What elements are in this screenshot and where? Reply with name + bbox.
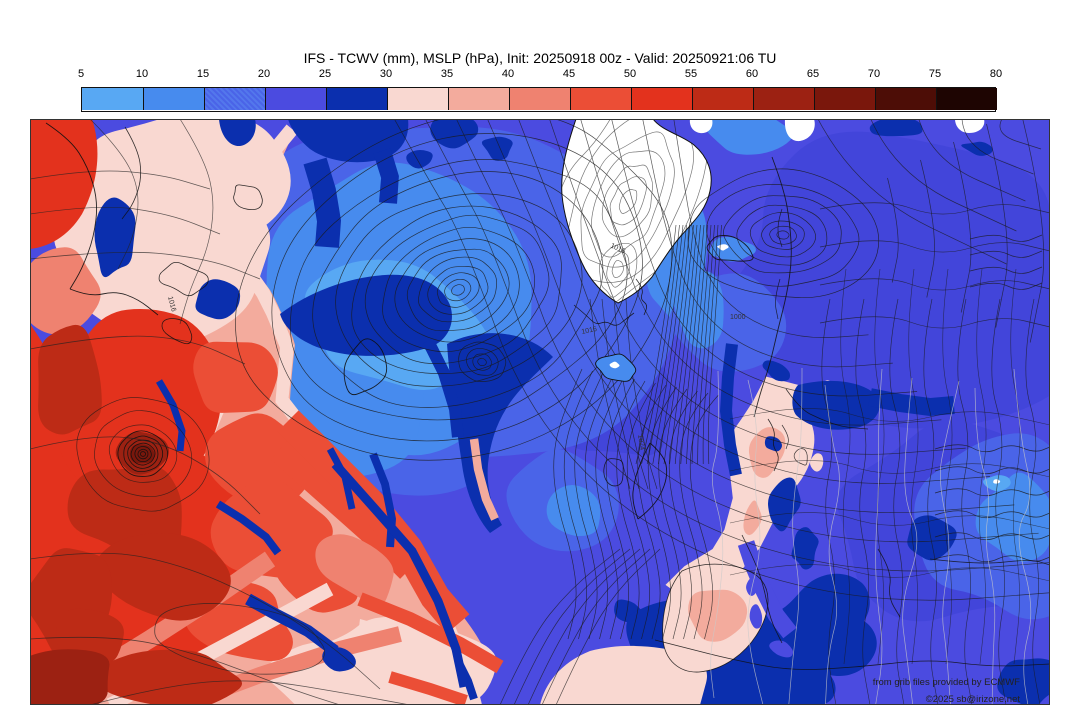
- svg-text:1000: 1000: [730, 314, 746, 321]
- svg-text:©2025 sb@irizone.net: ©2025 sb@irizone.net: [926, 694, 1021, 705]
- svg-text:1016: 1016: [166, 296, 177, 313]
- svg-text:1016: 1016: [581, 326, 598, 336]
- svg-text:1024: 1024: [636, 434, 646, 451]
- svg-text:from grib files provided by EC: from grib files provided by ECMWF: [873, 677, 1020, 688]
